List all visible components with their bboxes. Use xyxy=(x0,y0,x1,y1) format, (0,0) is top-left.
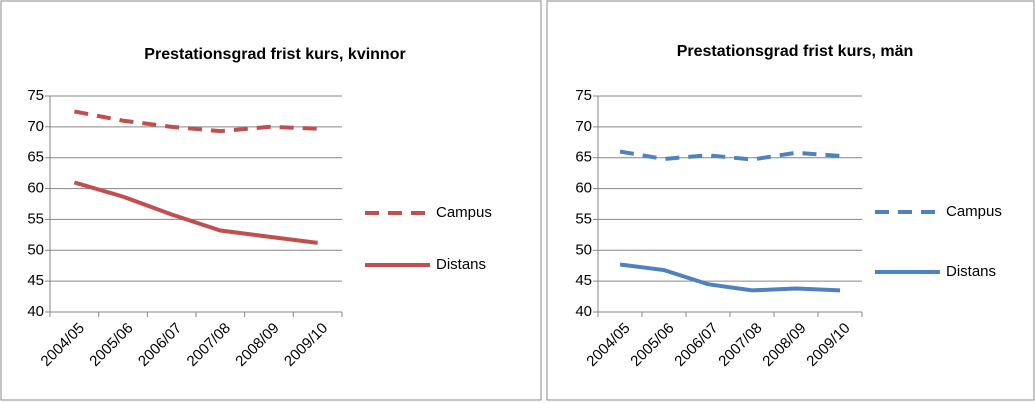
y-tick-label: 60 xyxy=(27,180,44,197)
legend-label: Campus xyxy=(436,204,492,221)
y-tick-label: 70 xyxy=(27,118,44,135)
y-tick-label: 45 xyxy=(27,272,44,289)
y-tick-label: 55 xyxy=(27,210,44,227)
series-line xyxy=(73,180,318,245)
chart-frame xyxy=(0,0,542,401)
y-tick-label: 45 xyxy=(575,272,592,289)
y-tick-label: 50 xyxy=(575,241,592,258)
legend-label: Distans xyxy=(436,256,486,273)
series-line xyxy=(619,149,841,162)
y-tick-label: 70 xyxy=(575,118,592,135)
y-tick-label: 75 xyxy=(575,87,592,104)
chart-frame xyxy=(546,0,1035,401)
y-tick-label: 40 xyxy=(27,303,44,320)
y-tick-label: 55 xyxy=(575,210,592,227)
y-tick-label: 65 xyxy=(27,149,44,166)
legend-label: Distans xyxy=(946,263,996,280)
y-tick-label: 50 xyxy=(27,241,44,258)
series-line xyxy=(73,109,318,134)
series-line xyxy=(619,262,841,293)
legend-label: Campus xyxy=(946,203,1002,220)
y-tick-label: 60 xyxy=(575,180,592,197)
y-tick-label: 65 xyxy=(575,149,592,166)
chart-title: Prestationsgrad frist kurs, kvinnor xyxy=(144,46,405,63)
y-tick-label: 75 xyxy=(27,87,44,104)
chart-title: Prestationsgrad frist kurs, män xyxy=(677,43,914,60)
y-tick-label: 40 xyxy=(575,303,592,320)
